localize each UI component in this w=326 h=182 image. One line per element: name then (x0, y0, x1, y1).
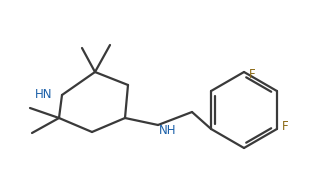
Text: F: F (282, 120, 289, 134)
Text: NH: NH (159, 124, 176, 137)
Text: F: F (249, 68, 256, 80)
Text: HN: HN (35, 88, 52, 100)
